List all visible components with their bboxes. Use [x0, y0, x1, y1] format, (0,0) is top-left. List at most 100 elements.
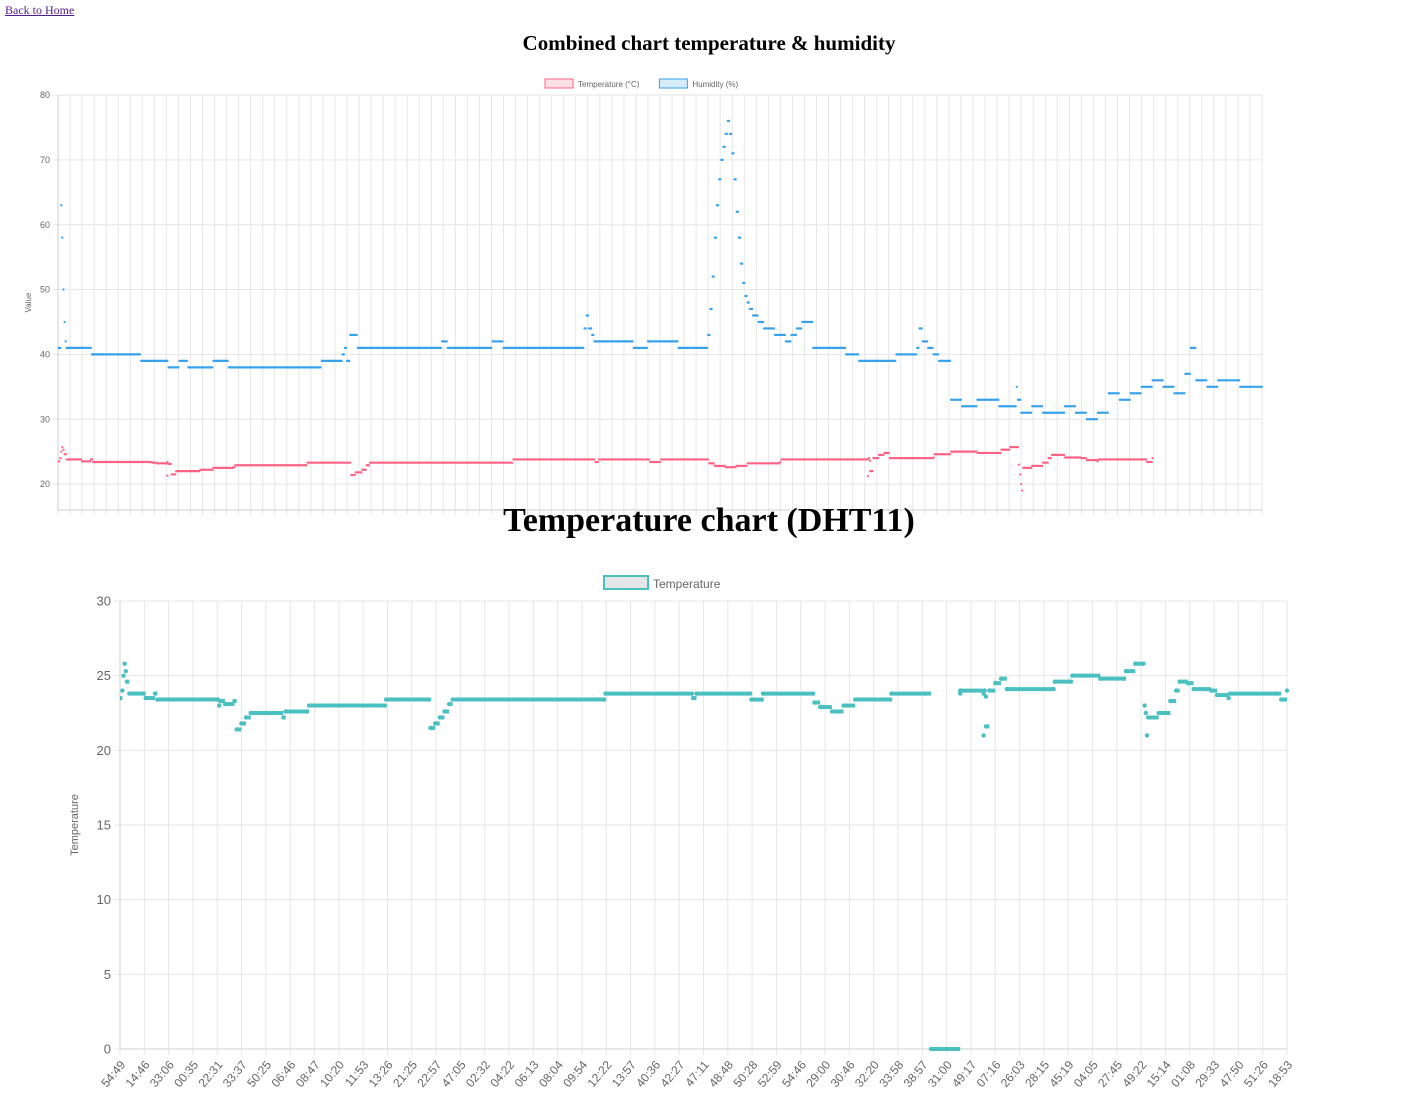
x-tick-label: 04:22: [487, 1058, 517, 1090]
data-point: [58, 460, 60, 463]
data-point: [91, 460, 95, 464]
data-point: [1022, 466, 1025, 469]
data-point: [895, 353, 898, 356]
data-point: [894, 359, 897, 362]
data-point: [631, 340, 634, 343]
x-tick-label: 31:00: [925, 1058, 955, 1090]
back-to-home-link[interactable]: Back to Home: [5, 3, 75, 17]
data-point: [1080, 457, 1083, 460]
data-point: [737, 236, 740, 239]
data-point: [490, 346, 493, 349]
x-tick-label: 54:46: [779, 1058, 809, 1090]
y-tick-label: 5: [104, 967, 111, 982]
data-point: [867, 457, 871, 460]
data-point: [720, 158, 723, 161]
data-point: [365, 464, 368, 467]
data-point: [90, 353, 94, 356]
data-point: [437, 715, 442, 720]
x-tick-label: 50:28: [730, 1058, 760, 1090]
data-point: [927, 346, 930, 349]
y-tick-label: 60: [40, 220, 50, 230]
data-point: [1097, 458, 1101, 461]
x-tick-label: 10:20: [317, 1058, 347, 1090]
data-point: [355, 333, 358, 337]
data-point: [724, 466, 727, 469]
data-point: [1142, 703, 1147, 708]
data-point: [1191, 686, 1196, 692]
data-point: [1020, 411, 1023, 414]
data-point: [976, 451, 979, 455]
data-point: [177, 366, 180, 369]
data-point: [583, 327, 586, 330]
data-point: [1031, 405, 1034, 408]
x-tick-label: 22:31: [196, 1058, 226, 1090]
data-point: [950, 450, 953, 453]
data-point: [713, 464, 716, 468]
data-point: [345, 359, 349, 362]
data-point: [1168, 698, 1173, 704]
data-point: [383, 697, 389, 702]
x-tick-label: 51:26: [1241, 1058, 1271, 1090]
data-point: [597, 458, 600, 461]
data-point: [795, 327, 798, 330]
data-point: [62, 288, 65, 291]
data-point: [938, 359, 941, 362]
data-point: [1096, 460, 1099, 463]
data-point: [739, 262, 743, 265]
data-point: [502, 346, 505, 349]
data-point: [585, 314, 588, 317]
data-point: [1058, 453, 1061, 456]
x-tick-label: 47:50: [1217, 1058, 1247, 1090]
data-point: [319, 366, 322, 369]
data-point: [933, 453, 936, 456]
x-tick-label: 09:54: [560, 1058, 590, 1090]
data-point: [751, 314, 755, 317]
data-point: [916, 346, 919, 349]
data-point: [711, 275, 714, 278]
data-point: [350, 473, 353, 477]
data-point: [593, 340, 596, 343]
data-point: [123, 668, 129, 674]
data-point: [1151, 379, 1154, 382]
data-point: [1144, 733, 1150, 738]
data-point: [1189, 346, 1192, 349]
data-point: [1085, 458, 1088, 462]
data-point: [1284, 688, 1290, 693]
data-point: [689, 691, 695, 696]
data-point: [216, 703, 222, 708]
data-point: [349, 333, 352, 337]
x-tick-label: 49:17: [949, 1058, 979, 1090]
data-point: [818, 704, 823, 710]
data-point: [1217, 379, 1220, 382]
data-point: [1184, 372, 1187, 375]
x-tick-label: 33:37: [220, 1058, 250, 1090]
data-point: [122, 661, 127, 666]
series-0: [120, 661, 1290, 1052]
x-tick-label: 42:27: [657, 1058, 687, 1090]
data-point: [746, 301, 749, 304]
data-point: [883, 451, 886, 455]
data-point: [124, 679, 130, 684]
x-tick-label: 11:53: [342, 1058, 372, 1090]
data-point: [368, 461, 372, 464]
data-point: [981, 733, 986, 738]
data-point: [731, 152, 734, 155]
x-tick-label: 29:00: [803, 1058, 833, 1090]
data-point: [382, 703, 388, 708]
data-point: [1214, 692, 1220, 698]
data-point: [1016, 398, 1020, 401]
data-point: [1107, 392, 1110, 395]
data-point: [1173, 688, 1179, 693]
y-tick-label: 20: [97, 743, 111, 758]
y-tick-label: 10: [97, 892, 111, 907]
data-point: [450, 697, 455, 702]
data-point: [62, 448, 65, 451]
data-point: [948, 359, 952, 362]
data-point: [283, 709, 288, 714]
data-point: [60, 204, 63, 207]
data-point: [1031, 464, 1034, 468]
x-tick-label: 33:58: [876, 1058, 906, 1090]
y-tick-label: 0: [104, 1042, 111, 1057]
data-point: [1278, 697, 1284, 702]
data-point: [1004, 686, 1010, 692]
